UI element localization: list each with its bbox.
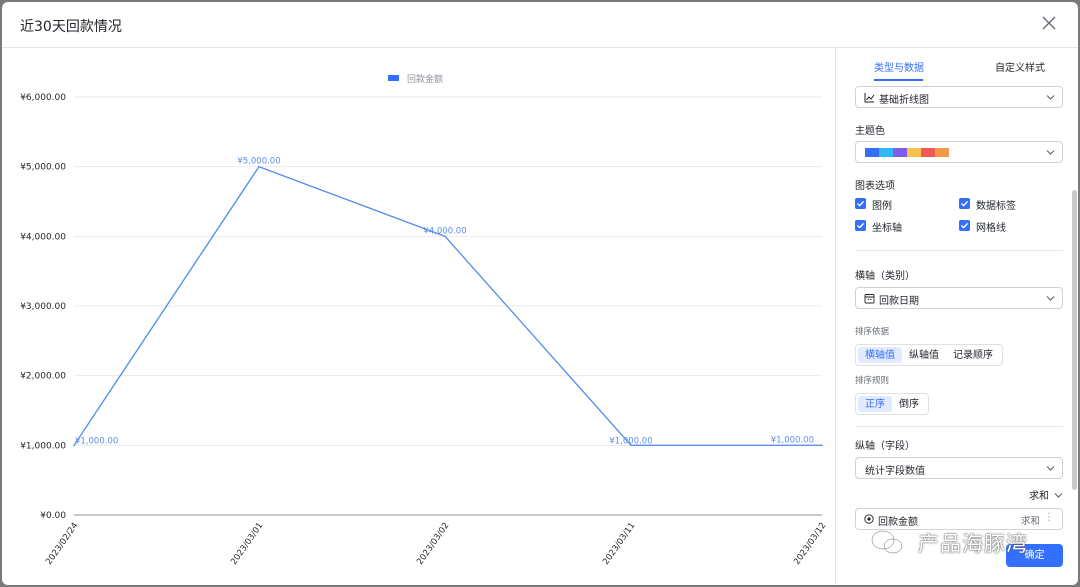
checkbox-checked-icon: [959, 220, 970, 231]
calendar-icon: [864, 294, 875, 304]
y-axis-mode-select[interactable]: 统计字段数值: [855, 457, 1063, 479]
line-chart-icon: [864, 93, 875, 103]
money-icon: [864, 514, 874, 524]
close-icon[interactable]: [1040, 14, 1058, 32]
x-axis-field-select[interactable]: 回款日期: [855, 287, 1063, 309]
y-axis-mode-value: 统计字段数值: [865, 466, 925, 477]
data-point: [73, 444, 75, 447]
settings-panel: 类型与数据 自定义样式 基础折线图 主题色 图表选项 图例 数据标签: [835, 48, 1078, 585]
chevron-down-icon: [1046, 296, 1055, 301]
x-tick-label: 2023/02/24: [44, 521, 80, 567]
checkbox-label: 坐标轴: [872, 223, 902, 234]
sort-by-segmented: 横轴值 纵轴值 记录顺序: [855, 344, 1003, 366]
color-swatch: [893, 148, 907, 157]
tab-type-and-data[interactable]: 类型与数据: [874, 63, 924, 74]
x-tick-label: 2023/03/11: [601, 521, 637, 567]
x-axis-label: 横轴（类别）: [855, 271, 915, 282]
dialog-header: 近30天回款情况: [2, 2, 1078, 48]
tab-custom-style[interactable]: 自定义样式: [995, 63, 1045, 74]
y-tick-label: ¥6,000.00: [20, 93, 66, 103]
checkbox-checked-icon: [855, 220, 866, 231]
active-tab-indicator: [874, 79, 923, 81]
confirm-button[interactable]: 确定: [1006, 544, 1063, 567]
legend-label: 回款金额: [407, 73, 443, 85]
color-swatch: [907, 148, 921, 157]
chart-type-value: 基础折线图: [879, 95, 929, 106]
legend-swatch: [388, 75, 399, 81]
y-tick-label: ¥5,000.00: [20, 163, 66, 173]
aggregate-toggle-label: 求和: [1029, 491, 1049, 502]
color-swatch: [935, 148, 949, 157]
checkbox-checked-icon: [855, 198, 866, 209]
data-point: [821, 444, 823, 447]
y-tick-label: ¥1,000.00: [20, 441, 66, 451]
line-chart: 回款金额 ¥0.00 ¥1,000.00 ¥2,000.00 ¥3,000.00 ¥4,0…: [20, 73, 828, 567]
chevron-down-icon: [1046, 95, 1055, 100]
divider: [855, 250, 1063, 251]
sort-by-x-value[interactable]: 横轴值: [858, 347, 902, 363]
data-label: ¥1,000.00: [609, 436, 652, 446]
sort-by-label: 排序依据: [855, 327, 890, 337]
aggregate-toggle[interactable]: 求和: [1029, 487, 1063, 502]
panel-scrollbar[interactable]: [1072, 190, 1077, 490]
sort-rule-label: 排序规则: [855, 376, 890, 386]
checkbox-checked-icon: [959, 198, 970, 209]
sort-rule-segmented: 正序 倒序: [855, 393, 929, 415]
x-axis-field-value: 回款日期: [879, 296, 919, 307]
watermark: 产品海豚湾: [858, 524, 1058, 560]
checkbox-label: 数据标签: [976, 201, 1016, 212]
x-tick-label: 2023/03/12: [792, 521, 828, 567]
y-tick-label: ¥2,000.00: [20, 372, 66, 382]
more-icon[interactable]: ⋮: [1044, 512, 1054, 523]
field-aggregate[interactable]: 求和: [1020, 516, 1040, 527]
data-point: [630, 444, 632, 447]
chevron-down-icon: [1054, 493, 1063, 498]
data-label: ¥4,000.00: [423, 226, 466, 236]
color-swatch: [879, 148, 893, 157]
y-tick-label: ¥0.00: [40, 511, 66, 521]
sort-by-y-value[interactable]: 纵轴值: [909, 350, 939, 361]
chevron-down-icon: [1046, 150, 1055, 155]
data-label: ¥1,000.00: [75, 436, 118, 446]
x-tick-label: 2023/03/02: [415, 521, 451, 567]
sort-by-record-order[interactable]: 记录顺序: [953, 350, 993, 361]
chart-options-label: 图表选项: [855, 181, 895, 192]
theme-color-label: 主题色: [855, 126, 885, 137]
data-point: [444, 235, 446, 238]
y-tick-label: ¥4,000.00: [20, 232, 66, 242]
chart-area: 回款金额 ¥0.00 ¥1,000.00 ¥2,000.00 ¥3,000.00 ¥4,0…: [2, 48, 835, 585]
data-label: ¥5,000.00: [237, 157, 280, 167]
watermark-text: 产品海豚湾: [918, 532, 1028, 556]
theme-color-swatches: [865, 148, 949, 157]
chevron-down-icon: [1046, 466, 1055, 471]
y-axis-field-row[interactable]: 回款金额 求和 ⋮: [855, 508, 1063, 530]
dialog-title: 近30天回款情况: [20, 19, 122, 35]
y-axis-field-value: 回款金额: [878, 517, 918, 528]
divider: [855, 426, 1063, 427]
sort-descending[interactable]: 倒序: [899, 399, 919, 410]
checkbox-label: 图例: [872, 201, 892, 212]
data-point: [258, 165, 260, 168]
color-swatch: [921, 148, 935, 157]
theme-color-select[interactable]: [855, 141, 1063, 163]
sort-ascending[interactable]: 正序: [858, 396, 892, 412]
color-swatch: [865, 148, 879, 157]
data-label: ¥1,000.00: [771, 435, 814, 445]
wechat-logo-icon: [871, 530, 903, 554]
y-tick-label: ¥3,000.00: [20, 302, 66, 312]
panel-tabs: 类型与数据 自定义样式: [836, 48, 1078, 82]
y-axis-label: 纵轴（字段）: [855, 441, 915, 452]
checkbox-label: 网格线: [976, 223, 1006, 234]
x-tick-label: 2023/03/01: [229, 521, 265, 567]
chart-type-select[interactable]: 基础折线图: [855, 86, 1063, 108]
